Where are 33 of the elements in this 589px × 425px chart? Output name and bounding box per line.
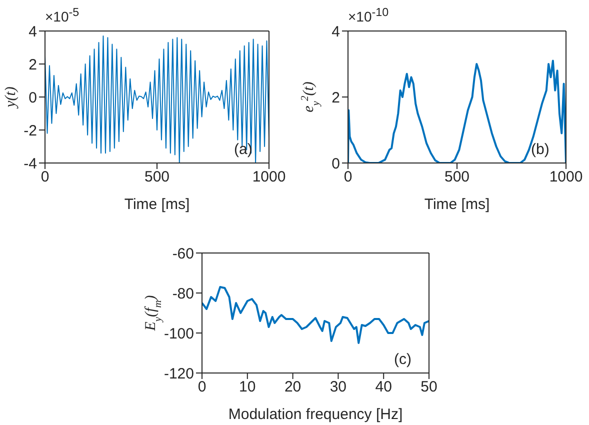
x-tick-label: 0 [344, 168, 352, 186]
y-tick-label: -80 [172, 285, 194, 302]
y-tick-label: -2 [24, 122, 37, 140]
y-tick-label: -100 [164, 325, 194, 342]
text: ×10$^{-5}$ [45, 6, 80, 25]
x-tick-label: 10 [239, 378, 256, 396]
x-tick-label: 500 [144, 168, 170, 186]
y-tick-label: -120 [164, 365, 194, 382]
annotation: (c) [394, 351, 412, 368]
y-tick-label: -60 [172, 245, 194, 262]
x-axis-title: Time [ms] [124, 196, 190, 213]
x-tick-label: 0 [198, 378, 206, 396]
x-axis-title: Time [ms] [424, 196, 490, 213]
x-axis-title: Modulation frequency [Hz] [228, 406, 403, 423]
y-tick-label: 2 [332, 89, 340, 106]
x-tick-label: 500 [444, 168, 470, 186]
x-tick-label: 1000 [549, 168, 583, 186]
x-tick-label: 30 [330, 378, 347, 396]
y-tick-label: 0 [332, 155, 340, 172]
y-tick-label: 4 [332, 23, 340, 40]
x-tick-label: 0 [40, 168, 50, 186]
line-series [202, 286, 429, 344]
x-tick-label: 40 [375, 378, 392, 396]
x-tick-label: 20 [284, 378, 302, 396]
text: ×10$^{-10}$ [348, 6, 389, 25]
x-tick-label: 1000 [252, 168, 286, 186]
y-tick-label: -4 [24, 155, 37, 172]
x-tick-label: 50 [420, 378, 438, 396]
y-tick-label: 2 [28, 56, 37, 74]
y-axis-title: y(t) [3, 86, 19, 110]
y-tick-label: 0 [28, 89, 37, 106]
annotation: (b) [531, 141, 550, 158]
y-tick-label: 4 [28, 23, 37, 40]
